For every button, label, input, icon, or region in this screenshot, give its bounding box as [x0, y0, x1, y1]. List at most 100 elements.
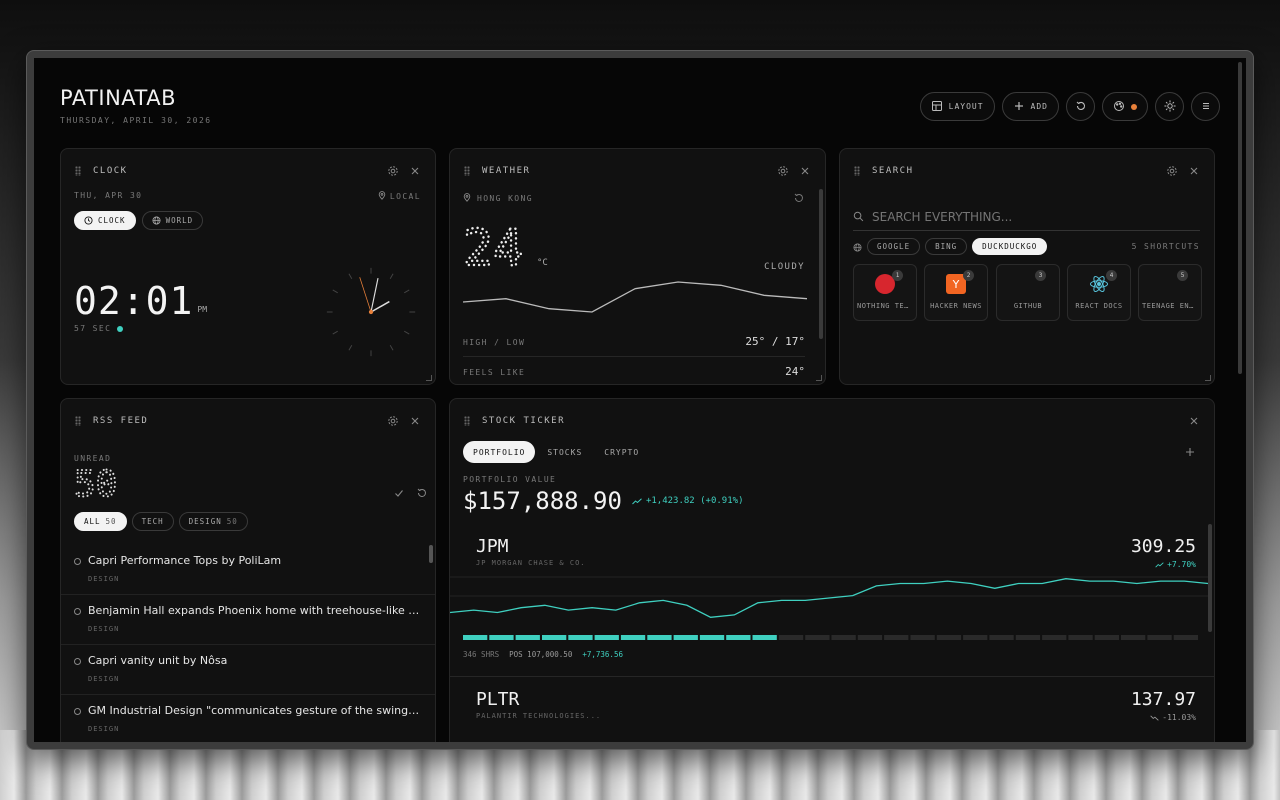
resize-handle[interactable]	[426, 375, 432, 381]
shortcut-label: HACKER NEWS	[930, 302, 982, 310]
add-widget-button[interactable]: ADD	[1001, 92, 1059, 121]
stock-change: +7.70%	[1155, 560, 1196, 569]
close-icon[interactable]	[1188, 165, 1200, 177]
mode-world-tab[interactable]: WORLD	[141, 211, 204, 230]
feed-title[interactable]: Benjamin Hall expands Phoenix home with …	[88, 604, 421, 617]
clock-header: CLOCK	[75, 163, 421, 179]
clock-tick	[404, 289, 410, 294]
list-item[interactable]: GM Industrial Design "communicates gestu…	[61, 695, 435, 742]
gear-icon[interactable]	[387, 415, 399, 427]
weather-scrollbar[interactable]	[819, 189, 823, 339]
drag-handle-icon[interactable]	[854, 166, 860, 176]
filter-design[interactable]: DESIGN 50	[178, 512, 248, 531]
tab-crypto[interactable]: CRYPTO	[604, 447, 640, 457]
drag-handle-icon[interactable]	[464, 416, 470, 426]
feed-title[interactable]: GM Industrial Design "communicates gestu…	[88, 704, 421, 717]
holding-card[interactable]: PLTR PALANTIR TECHNOLOGIES... 137.97 -11…	[450, 679, 1214, 742]
shortcut-index: 1	[892, 270, 903, 281]
theme-palette-button[interactable]	[1102, 92, 1148, 121]
add-stock-icon[interactable]	[1184, 446, 1196, 458]
filter-tech[interactable]: TECH	[131, 512, 174, 531]
drag-handle-icon[interactable]	[75, 416, 81, 426]
engine-google[interactable]: GOOGLE	[867, 238, 921, 255]
tab-stocks[interactable]: STOCKS	[547, 447, 583, 457]
stock-scrollbar[interactable]	[1208, 524, 1212, 632]
refresh-button[interactable]	[1066, 92, 1095, 121]
gear-icon[interactable]	[387, 165, 399, 177]
gear-icon[interactable]	[1166, 165, 1178, 177]
list-item[interactable]: Capri vanity unit by Nôsa DESIGN	[61, 645, 435, 695]
refresh-icon[interactable]	[416, 487, 428, 499]
weather-widget: WEATHER HONG KONG 24 °C CLOUDY HIGH / LO…	[449, 148, 826, 385]
filter-all[interactable]: ALL 50	[74, 512, 127, 531]
refresh-icon[interactable]	[793, 192, 805, 204]
brightness-button[interactable]	[1155, 92, 1184, 121]
portfolio-change: +1,423.82 (+0.91%)	[632, 496, 744, 506]
clock-widget: CLOCK THU, APR 30 LOCAL CLOCK WORLD 02:0…	[60, 148, 436, 385]
progress-segment	[1173, 635, 1198, 640]
shortcut-label: NOTHING TECH	[857, 302, 914, 310]
feels-like-label: FEELS LIKE	[463, 368, 526, 377]
progress-segment	[568, 635, 593, 640]
list-item[interactable]: Capri Performance Tops by PoliLam DESIGN	[61, 545, 435, 595]
feed-title[interactable]: Capri Performance Tops by PoliLam	[88, 554, 282, 567]
weather-header: WEATHER	[464, 163, 811, 179]
change-value: -11.03%	[1162, 713, 1196, 722]
shortcut-tile[interactable]: 5 TEENAGE ENGINEERING	[1138, 264, 1202, 321]
globe-icon	[152, 216, 161, 225]
mode-label: CLOCK	[98, 216, 126, 225]
stock-tabs: PORTFOLIO STOCKS CRYPTO	[463, 441, 649, 463]
search-input[interactable]	[872, 209, 1200, 224]
drag-handle-icon[interactable]	[464, 166, 470, 176]
clock-tick	[332, 330, 338, 335]
holding-card[interactable]: JPM JP MORGAN CHASE & CO. 309.25 +7.70% …	[450, 529, 1214, 677]
feed-category: DESIGN	[88, 675, 120, 683]
portfolio-value-label: PORTFOLIO VALUE	[463, 475, 557, 484]
stock-widget: STOCK TICKER PORTFOLIO STOCKS CRYPTO POR…	[449, 398, 1215, 742]
shortcut-tile[interactable]: 3 GITHUB	[996, 264, 1060, 321]
menu-button[interactable]	[1191, 92, 1220, 121]
feed-category: DESIGN	[88, 625, 120, 633]
feed-filters: ALL 50 TECH DESIGN 50	[74, 512, 248, 531]
progress-segment	[1121, 635, 1146, 640]
github-icon	[1018, 274, 1038, 294]
zone-label: LOCAL	[389, 192, 421, 201]
tab-portfolio[interactable]: PORTFOLIO	[463, 441, 536, 463]
list-item[interactable]: Benjamin Hall expands Phoenix home with …	[61, 595, 435, 645]
feed-title[interactable]: Capri vanity unit by Nôsa	[88, 654, 228, 667]
close-icon[interactable]	[409, 415, 421, 427]
shortcut-tile[interactable]: Y 2 HACKER NEWS	[924, 264, 988, 321]
close-icon[interactable]	[799, 165, 811, 177]
stock-header: STOCK TICKER	[464, 413, 1200, 429]
shortcut-tile[interactable]: 1 NOTHING TECH	[853, 264, 917, 321]
mark-read-icon[interactable]	[393, 487, 405, 499]
close-icon[interactable]	[409, 165, 421, 177]
shortcut-tile[interactable]: 4 REACT DOCS	[1067, 264, 1131, 321]
progress-segment	[1042, 635, 1067, 640]
location-pin-icon	[378, 191, 386, 202]
engine-bing[interactable]: BING	[925, 238, 968, 255]
second-hand	[359, 277, 372, 313]
engine-duckduckgo[interactable]: DUCKDUCKGO	[972, 238, 1048, 255]
feed-scrollbar[interactable]	[429, 545, 433, 563]
stock-change: -11.03%	[1150, 713, 1196, 722]
progress-segment	[1068, 635, 1093, 640]
layout-button[interactable]: LAYOUT	[919, 92, 995, 121]
resize-handle[interactable]	[1205, 375, 1211, 381]
progress-segment	[910, 635, 935, 640]
toolbar: LAYOUT ADD	[919, 92, 1220, 121]
resize-handle[interactable]	[816, 375, 822, 381]
progress-segment	[831, 635, 856, 640]
weather-condition: CLOUDY	[764, 262, 805, 272]
feed-category: DESIGN	[88, 725, 120, 733]
progress-segment	[620, 635, 646, 640]
stock-symbol: PLTR	[476, 689, 520, 710]
page-scrollbar[interactable]	[1238, 62, 1242, 374]
close-icon[interactable]	[1188, 415, 1200, 427]
gear-icon[interactable]	[777, 165, 789, 177]
progress-segment	[1094, 635, 1119, 640]
mode-clock-tab[interactable]: CLOCK	[74, 211, 136, 230]
status-badge	[1131, 103, 1137, 110]
seconds-label: 57 SEC	[74, 324, 112, 333]
drag-handle-icon[interactable]	[75, 166, 81, 176]
